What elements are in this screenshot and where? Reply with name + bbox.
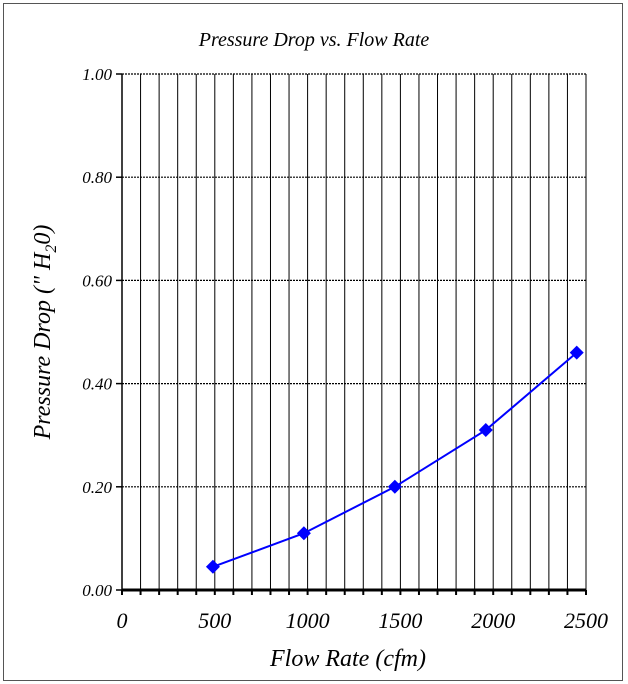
y-axis-label: Pressure Drop (" H20) [30,225,61,441]
y-tick-label: 0.80 [82,168,112,187]
data-point [296,526,311,541]
y-axis-label-tail: 0) [30,225,56,245]
x-axis-label: Flow Rate (cfm) [269,646,426,672]
series-group [205,345,584,574]
x-tick-label: 500 [198,608,231,633]
y-axis-label-main: Pressure Drop (" H [30,251,56,440]
y-tick-label: 0.40 [82,375,112,394]
plot-area [122,74,586,590]
x-tick-label: 2500 [564,608,608,633]
y-axis-label-subscript: 2 [43,245,60,253]
x-tick-label: 2000 [471,608,515,633]
x-tick-label: 1500 [378,608,422,633]
x-tick-label: 0 [117,608,128,633]
major-grid [122,73,586,488]
minor-grid [140,74,587,590]
chart: 0 500 1000 1500 2000 2500 0.00 0.20 0.40 0.60 0.8… [30,29,609,672]
y-tick-label: 0.00 [82,581,112,600]
data-point [569,345,584,360]
x-axis: 0 500 1000 1500 2000 2500 [117,588,608,633]
chart-frame: 0 500 1000 1500 2000 2500 0.00 0.20 0.40 0.60 0.8… [3,3,623,681]
y-axis: 0.00 0.20 0.40 0.60 0.80 1.00 [82,65,123,600]
x-tick-label: 1000 [286,608,330,633]
y-tick-label: 0.20 [82,478,112,497]
data-point [387,479,402,494]
data-point [478,423,493,438]
chart-title: Pressure Drop vs. Flow Rate [198,29,430,51]
data-point [205,559,220,574]
y-tick-label: 1.00 [82,65,112,84]
y-tick-label: 0.60 [82,271,112,290]
